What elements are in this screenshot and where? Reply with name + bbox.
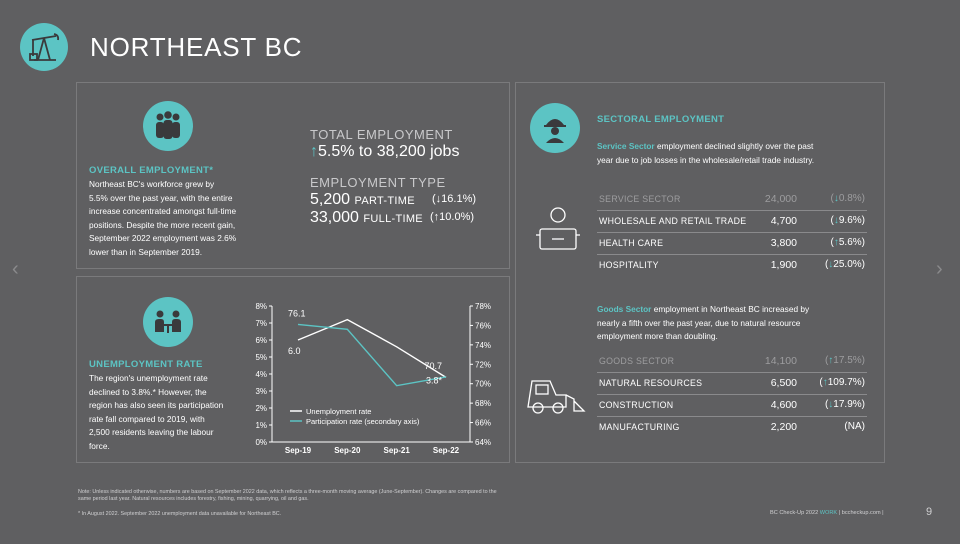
y2-tick-label: 70% <box>475 380 491 389</box>
up-arrow-icon: ↑ <box>833 237 839 248</box>
x-tick-label: Sep-19 <box>285 446 312 455</box>
chevron-right-icon[interactable]: › <box>936 258 943 280</box>
unemployment-panel: UNEMPLOYMENT RATE The region's unemploym… <box>76 276 510 463</box>
unemployment-chart: 0% 1% 2% 3% 4% 5% 6% 7% 8% 64% 66% 68% 70% 72% 74% 76% 7… <box>255 302 491 455</box>
sectoral-heading: SECTORAL EMPLOYMENT <box>597 114 725 125</box>
y2-tick-label: 68% <box>475 399 491 408</box>
data-label: 76.1 <box>288 308 306 318</box>
table-row: WHOLESALE AND RETAIL TRADE 4,700 (↓9.6%) <box>597 211 867 233</box>
y2-tick-label: 78% <box>475 302 491 311</box>
y-tick-label: 2% <box>255 404 267 413</box>
table-row: MANUFACTURING 2,200 (NA) <box>599 421 865 433</box>
up-arrow-icon: ↑ <box>310 143 318 160</box>
page-title: NORTHEAST BC <box>90 32 303 62</box>
y2-tick-label: 72% <box>475 360 491 369</box>
legend-participation: Participation rate (secondary axis) <box>306 417 420 426</box>
data-label: 6.0 <box>288 346 301 356</box>
goods-sector-text: Goods Sector employment in Northeast BC … <box>597 304 810 342</box>
service-table: SERVICE SECTOR 24,000 (↓0.8%) WHOLESALE … <box>597 189 867 279</box>
y-tick-label: 8% <box>255 302 267 311</box>
down-arrow-icon: ↓ <box>828 399 834 410</box>
people-group-icon <box>143 101 193 151</box>
down-arrow-icon: ↓ <box>833 215 839 226</box>
footer-footnote: * In August 2022. September 2022 unemplo… <box>78 511 282 517</box>
down-arrow-icon: ↓ <box>828 259 834 270</box>
table-row: SERVICE SECTOR 24,000 (↓0.8%) <box>597 189 867 211</box>
x-tick-label: Sep-22 <box>433 446 460 455</box>
total-employment-label: TOTAL EMPLOYMENT <box>310 127 453 142</box>
footer-note: Note: Unless indicated otherwise, number… <box>78 489 497 502</box>
sectoral-panel: SECTORAL EMPLOYMENT Service Sector emplo… <box>515 82 885 463</box>
y-tick-label: 6% <box>255 336 267 345</box>
full-time-row: 33,000 FULL-TIME (↑10.0%) <box>310 209 475 226</box>
data-label: 3.8* <box>426 375 443 385</box>
overall-employment-panel: OVERALL EMPLOYMENT* Northeast BC's workf… <box>76 82 510 269</box>
y2-tick-label: 64% <box>475 438 491 447</box>
goods-table: GOODS SECTOR 14,100 (↑17.5%) NATURAL RES… <box>597 351 867 441</box>
table-row: NATURAL RESOURCES 6,500 (↑109.7%) <box>597 373 867 395</box>
up-arrow-icon: ↑ <box>822 377 828 388</box>
table-row: HEALTH CARE 3,800 (↑5.6%) <box>597 233 867 255</box>
unemployment-heading: UNEMPLOYMENT RATE <box>89 359 203 370</box>
data-label: 70.7 <box>424 361 442 371</box>
chart-legend: Unemployment rate Participation rate (se… <box>290 407 420 426</box>
y-tick-label: 1% <box>255 421 267 430</box>
page-number: 9 <box>926 506 933 518</box>
table-row: CONSTRUCTION 4,600 (↓17.9%) <box>597 395 867 417</box>
y-tick-label: 7% <box>255 319 267 328</box>
y2-tick-label: 74% <box>475 341 491 350</box>
x-tick-label: Sep-20 <box>334 446 361 455</box>
skid-steer-icon <box>522 373 586 422</box>
y-tick-label: 5% <box>255 353 267 362</box>
y-tick-label: 4% <box>255 370 267 379</box>
oil-pump-icon <box>20 23 68 71</box>
y2-tick-label: 76% <box>475 321 491 330</box>
overall-employment-heading: OVERALL EMPLOYMENT* <box>89 165 214 176</box>
worker-icon <box>530 103 580 153</box>
meeting-icon <box>143 297 193 347</box>
unemployment-text: The region's unemployment rate declined … <box>89 373 224 451</box>
chevron-left-icon[interactable]: ‹ <box>12 258 19 280</box>
series-line-unemployment <box>297 318 447 378</box>
total-employment-value: ↑5.5% to 38,200 jobs <box>310 143 460 160</box>
y2-tick-label: 66% <box>475 419 491 428</box>
table-row: GOODS SECTOR 14,100 (↑17.5%) <box>597 351 867 373</box>
overall-employment-text: Northeast BC's workforce grew by 5.5% ov… <box>89 179 237 257</box>
employment-type-label: EMPLOYMENT TYPE <box>310 175 446 190</box>
series-line-participation <box>297 323 447 387</box>
service-sector-text: Service Sector employment declined sligh… <box>597 141 815 165</box>
part-time-row: 5,200 PART-TIME (↓16.1%) <box>310 191 477 208</box>
table-row: HOSPITALITY 1,900 (↓25.0%) <box>599 259 865 271</box>
up-arrow-icon: ↑ <box>828 355 834 366</box>
x-tick-label: Sep-21 <box>384 446 411 455</box>
footer-brand: BC Check-Up 2022 WORK | bccheckup.com | <box>770 510 884 516</box>
legend-unemployment: Unemployment rate <box>306 407 371 416</box>
down-arrow-icon: ↓ <box>833 193 839 204</box>
y-tick-label: 3% <box>255 387 267 396</box>
server-tray-icon <box>536 205 580 260</box>
y-tick-label: 0% <box>255 438 267 447</box>
